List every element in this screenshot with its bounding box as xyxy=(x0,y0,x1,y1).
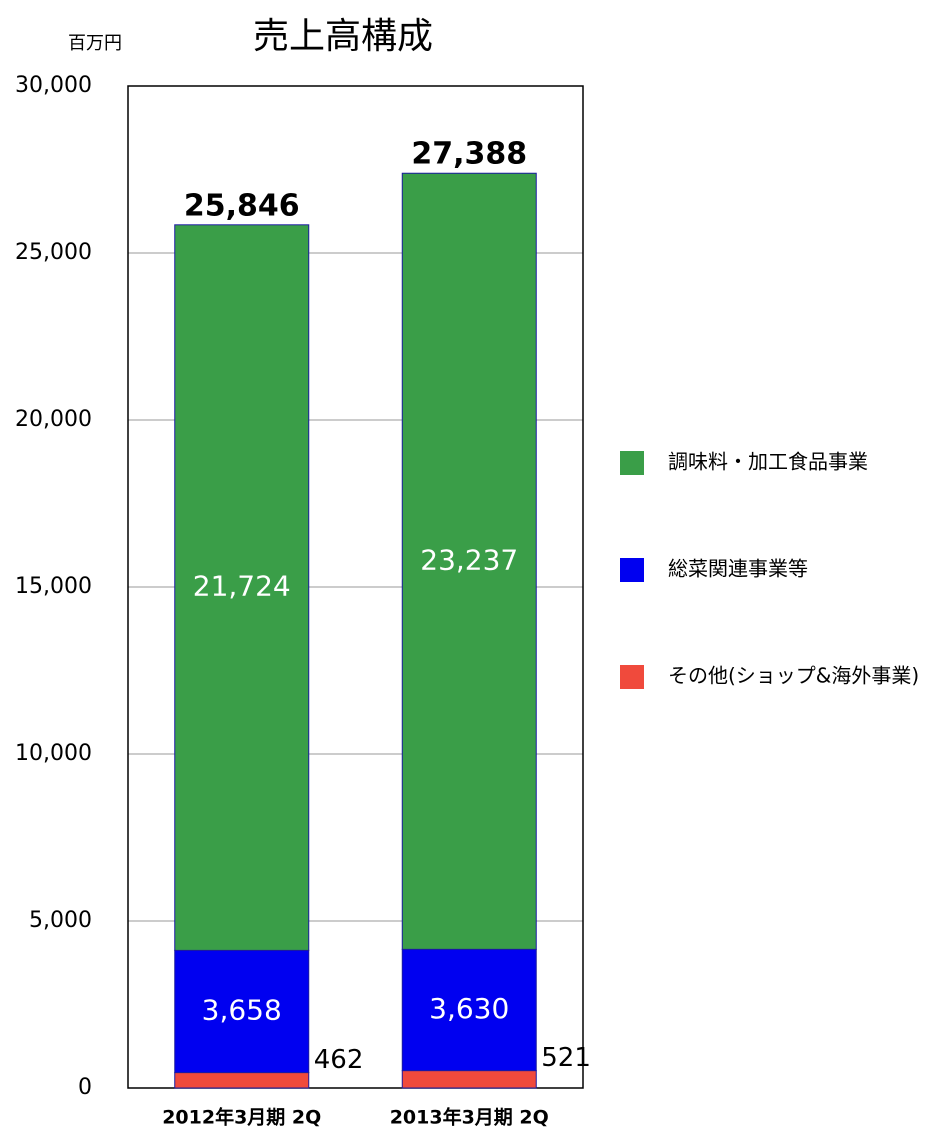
bar-segment xyxy=(401,1070,537,1089)
y-tick-label: 15,000 xyxy=(15,574,92,599)
legend-swatch xyxy=(620,558,644,582)
legend-label: 調味料・加工食品事業 xyxy=(668,450,868,474)
x-tick-label: 2012年3月期 2Q xyxy=(162,1106,321,1129)
bar-segment xyxy=(174,224,310,951)
data-label: 521 xyxy=(541,1043,591,1073)
bar-segment xyxy=(174,949,310,1074)
total-label: 25,846 xyxy=(184,188,300,223)
y-tick-label: 0 xyxy=(78,1075,92,1100)
data-label: 3,658 xyxy=(202,993,282,1026)
legend-label: 総菜関連事業等 xyxy=(668,557,808,581)
legend-label: その他(ショップ&海外事業) xyxy=(668,664,919,688)
y-tick-label: 30,000 xyxy=(15,73,92,98)
y-unit: 百万円 xyxy=(68,33,122,54)
data-label: 462 xyxy=(314,1045,364,1075)
legend-swatch xyxy=(620,451,644,475)
bar-segment xyxy=(401,948,537,1072)
legend-swatch xyxy=(620,665,644,689)
y-tick-label: 10,000 xyxy=(15,741,92,766)
y-tick-label: 20,000 xyxy=(15,407,92,432)
y-tick-label: 5,000 xyxy=(29,908,92,933)
chart-title: 売上高構成 xyxy=(253,16,433,57)
bar-segment xyxy=(174,1072,310,1089)
data-label: 23,237 xyxy=(420,543,518,576)
bar-segment xyxy=(401,172,537,950)
data-label: 3,630 xyxy=(429,992,509,1025)
total-label: 27,388 xyxy=(411,137,527,172)
x-tick-label: 2013年3月期 2Q xyxy=(390,1106,549,1129)
data-label: 21,724 xyxy=(193,570,291,603)
y-tick-label: 25,000 xyxy=(15,240,92,265)
plot-border xyxy=(127,85,584,1089)
